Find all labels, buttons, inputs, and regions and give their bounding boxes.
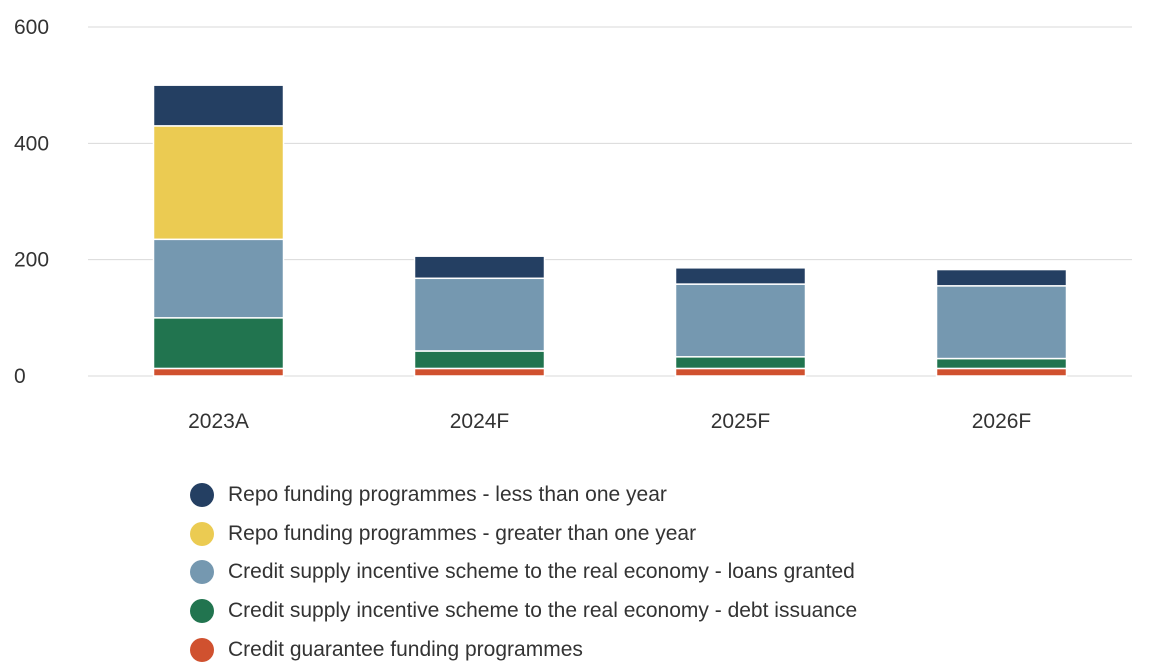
bar-segment — [935, 367, 1068, 377]
legend-item[interactable]: Credit supply incentive scheme to the re… — [190, 553, 857, 592]
x-axis-ticks: 2023A 2024F 2025F 2026F — [188, 410, 1031, 433]
legend: Repo funding programmes - less than one … — [190, 476, 857, 669]
bar-segment — [152, 84, 285, 127]
legend-swatch — [190, 521, 214, 546]
bar-segment — [674, 283, 807, 358]
legend-item[interactable]: Repo funding programmes - greater than o… — [190, 515, 857, 554]
bar-segment — [674, 367, 807, 377]
bars — [152, 84, 1068, 377]
y-axis-ticks: 0 200 400 600 — [14, 16, 49, 388]
y-tick-label: 200 — [14, 249, 49, 272]
bar-stack-2026F — [935, 268, 1068, 377]
bar-segment — [413, 367, 546, 377]
x-tick-label: 2026F — [972, 410, 1032, 433]
legend-swatch — [190, 483, 214, 508]
legend-label: Credit supply incentive scheme to the re… — [228, 599, 858, 623]
legend-item[interactable]: Repo funding programmes - less than one … — [190, 476, 857, 515]
legend-swatch — [190, 560, 214, 585]
bar-segment — [935, 285, 1068, 360]
x-tick-label: 2025F — [711, 410, 771, 433]
legend-item[interactable]: Credit supply incentive scheme to the re… — [190, 592, 857, 631]
bar-segment — [152, 238, 285, 319]
bar-segment — [935, 357, 1068, 370]
legend-swatch — [190, 599, 214, 624]
y-tick-label: 400 — [14, 132, 49, 155]
bar-segment — [413, 277, 546, 352]
legend-label: Repo funding programmes - greater than o… — [228, 521, 697, 545]
legend-label: Credit guarantee funding programmes — [228, 637, 583, 661]
legend-item[interactable]: Credit guarantee funding programmes — [190, 630, 857, 669]
bar-segment — [935, 268, 1068, 287]
bar-segment — [674, 267, 807, 285]
chart-container: 0 200 400 600 2023A 2024F 2025F 2026F Repo fun… — [14, 16, 1132, 662]
stacked-bar-chart: 0 200 400 600 2023A 2024F 2025F 2026F — [14, 16, 1132, 433]
bar-segment — [413, 350, 546, 370]
bar-segment — [152, 367, 285, 377]
y-tick-label: 0 — [14, 365, 26, 388]
legend-label: Credit supply incentive scheme to the re… — [228, 560, 855, 584]
y-tick-label: 600 — [14, 16, 49, 39]
legend-label: Repo funding programmes - less than one … — [228, 483, 667, 507]
bar-segment — [152, 317, 285, 370]
bar-stack-2024F — [413, 255, 546, 377]
legend-swatch — [190, 637, 214, 662]
x-tick-label: 2024F — [450, 410, 510, 433]
bar-segment — [413, 255, 546, 280]
bar-stack-2025F — [674, 267, 807, 377]
bar-segment — [674, 356, 807, 370]
x-tick-label: 2023A — [188, 410, 249, 433]
bar-segment — [152, 125, 285, 241]
bar-stack-2023A — [152, 84, 285, 377]
